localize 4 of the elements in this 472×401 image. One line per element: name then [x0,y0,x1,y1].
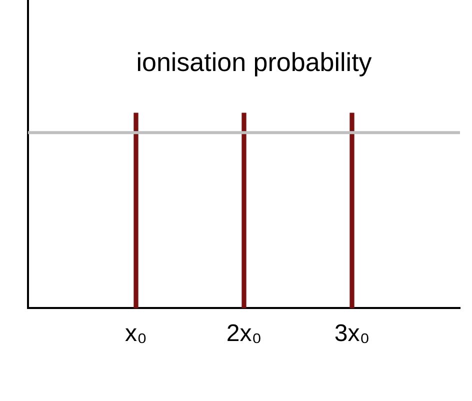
chart-title: ionisation probability [136,47,372,78]
x-tick-label: 2x₀ [226,320,262,348]
x-tick-label: x₀ [125,320,147,348]
x-tick-label: 3x₀ [334,320,370,348]
